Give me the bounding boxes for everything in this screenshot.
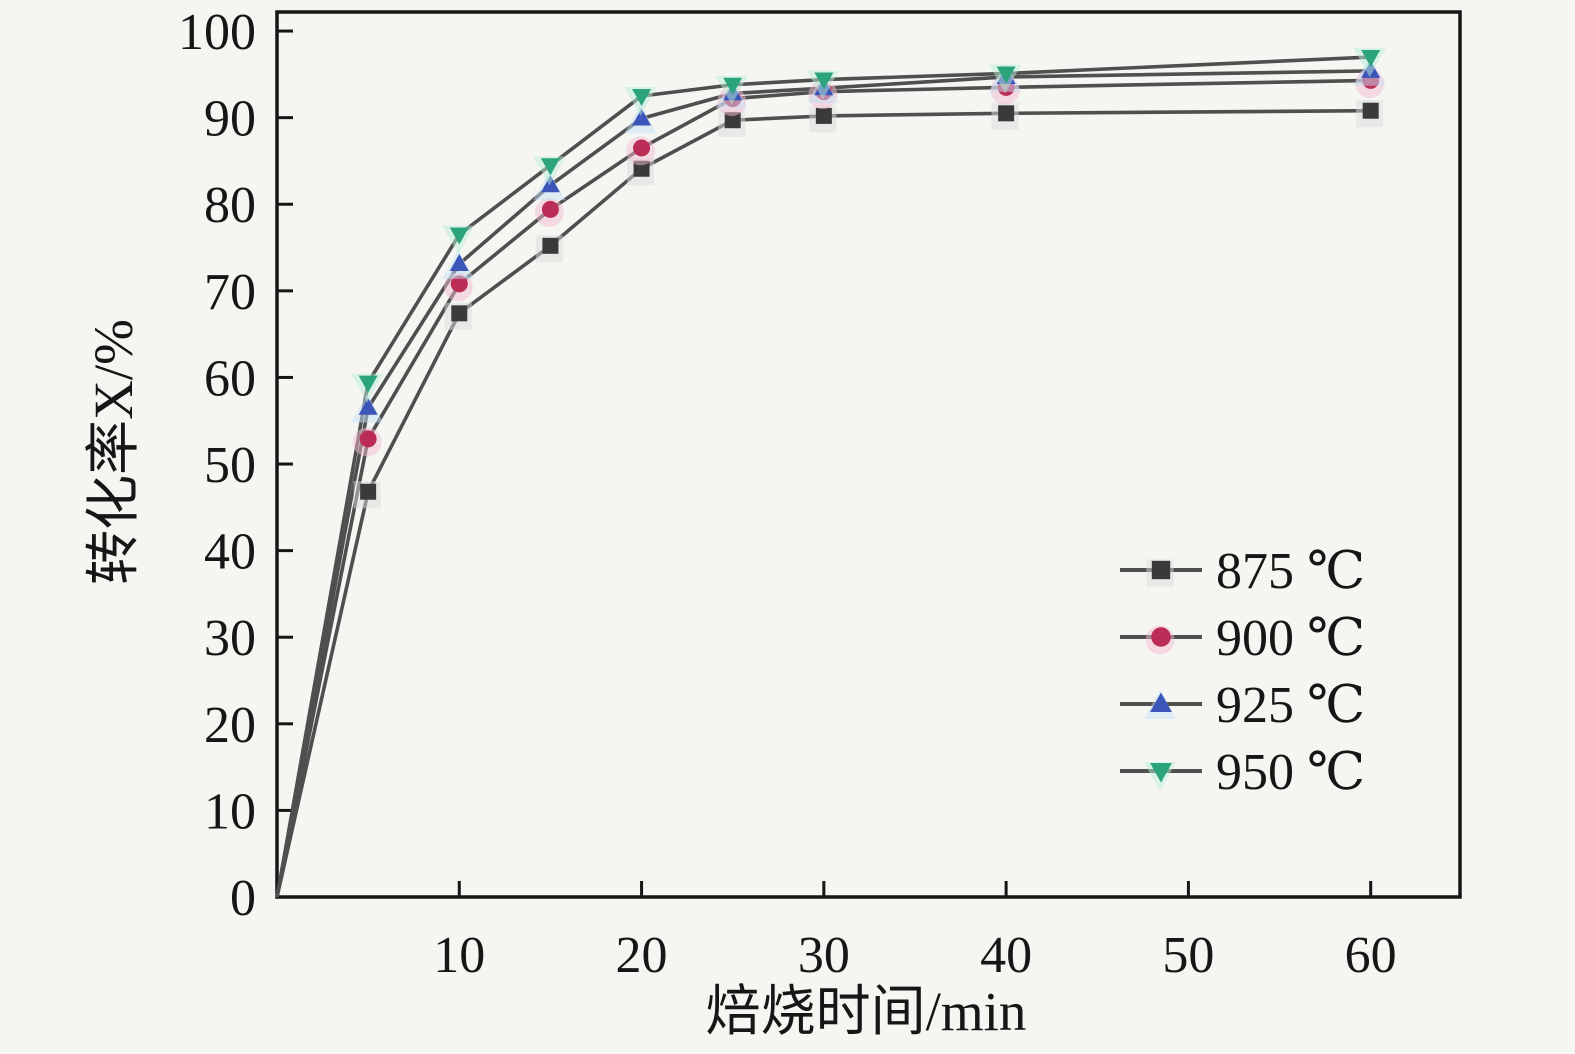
legend-label: 875 ℃ (1216, 543, 1365, 600)
marker-square (815, 107, 832, 124)
y-axis-title: 转化率X/% (83, 319, 144, 585)
series-line-950 (275, 55, 1371, 898)
y-tick-label: 80 (204, 177, 256, 234)
marker-square (360, 483, 377, 500)
legend-item: 925 ℃ (1120, 677, 1365, 734)
x-tick-label: 50 (1162, 927, 1214, 984)
x-tick-label: 40 (980, 927, 1032, 984)
marker-circle (1151, 627, 1171, 647)
marker-triangle-down (814, 72, 834, 90)
marker-triangle-down (358, 375, 378, 393)
series-markers-900 (352, 68, 1385, 457)
y-tick-label: 10 (204, 783, 256, 840)
series-line-875 (275, 108, 1371, 898)
x-tick-label: 20 (616, 927, 668, 984)
x-tick-label: 60 (1345, 927, 1397, 984)
marker-triangle-up (540, 175, 560, 193)
legend-item: 900 ℃ (1120, 610, 1365, 667)
marker-triangle-down (540, 158, 560, 176)
marker-circle (359, 430, 377, 448)
y-tick-label: 30 (204, 610, 256, 667)
marker-triangle-down (1150, 762, 1172, 783)
plot-frame (275, 10, 1462, 899)
marker-square (451, 305, 468, 322)
marker-triangle-up (632, 108, 652, 126)
y-tick-label: 0 (230, 870, 256, 927)
legend-label: 900 ℃ (1216, 610, 1365, 667)
x-tick-label: 10 (433, 927, 485, 984)
marker-triangle-up (358, 397, 378, 415)
legend-label: 925 ℃ (1216, 677, 1365, 734)
legend-label: 950 ℃ (1216, 744, 1365, 801)
x-tick-label: 30 (798, 927, 850, 984)
y-tick-label: 60 (204, 350, 256, 407)
marker-triangle-down (1361, 50, 1381, 68)
y-tick-label: 20 (204, 697, 256, 754)
series-line-900 (275, 78, 1371, 898)
y-tick-label: 90 (204, 91, 256, 148)
y-tick-label: 70 (204, 264, 256, 321)
y-tick-label: 50 (204, 437, 256, 494)
marker-square (542, 237, 559, 254)
series-line-925 (275, 69, 1371, 898)
marker-triangle-down (449, 227, 469, 245)
marker-triangle-down (996, 66, 1016, 84)
marker-circle (633, 139, 651, 157)
x-axis: 10 20 30 40 50 60 (433, 881, 1397, 984)
series-markers-875 (353, 100, 1384, 509)
legend-item: 875 ℃ (1120, 543, 1365, 600)
legend-item: 950 ℃ (1120, 744, 1365, 801)
marker-square (724, 112, 741, 129)
marker-circle (450, 275, 468, 293)
legend: 875 ℃ 900 ℃ 925 ℃ 950 ℃ (1120, 543, 1365, 801)
marker-square (1151, 560, 1171, 580)
y-tick-label: 100 (178, 4, 256, 61)
x-axis-title: 焙烧时间/min (706, 981, 1027, 1042)
marker-triangle-down (632, 88, 652, 106)
y-tick-label: 40 (204, 524, 256, 581)
marker-square (998, 105, 1015, 122)
marker-triangle-up (1150, 692, 1172, 713)
marker-triangle-down (723, 77, 743, 95)
series-markers-950 (350, 48, 1386, 403)
marker-square (1362, 102, 1379, 119)
y-axis: 0 10 20 30 40 50 60 70 80 90 100 (178, 4, 293, 927)
marker-circle (541, 200, 559, 218)
marker-triangle-up (449, 253, 469, 271)
